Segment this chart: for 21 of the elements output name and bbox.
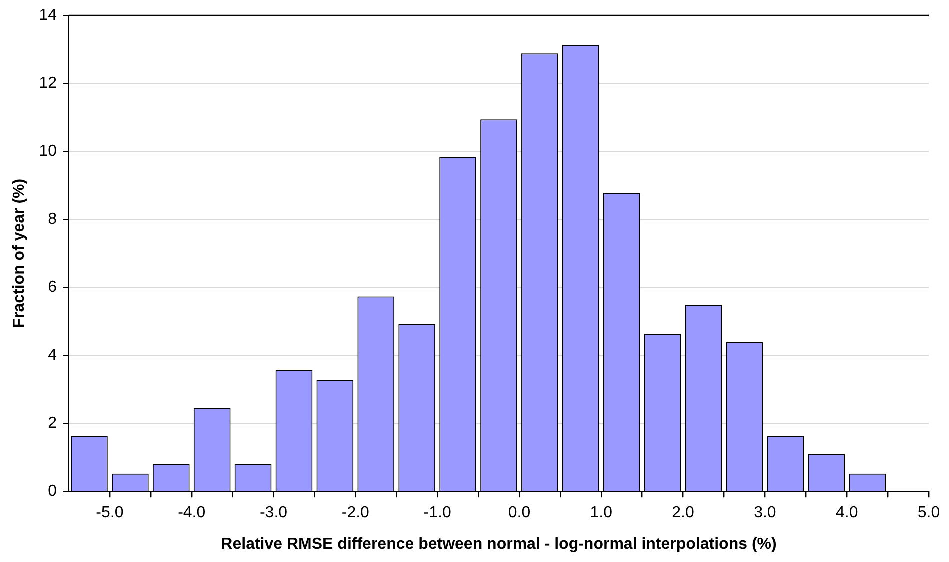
x-tick-label: 4.0 [836,504,858,522]
x-tick-label: 3.0 [754,504,776,522]
y-tick-label: 2 [48,415,58,432]
x-tick-label: 5.0 [918,504,940,522]
x-tick-label: -4.0 [178,504,206,522]
x-tick-label: 0.0 [508,504,531,522]
x-axis-title: Relative RMSE difference between normal - log-normal interpolations (%) [221,536,777,553]
y-tick-label: 10 [39,143,58,160]
y-tick-label: 4 [48,347,58,364]
x-tick-label: 1.0 [590,504,613,522]
x-tick-label: -1.0 [424,504,452,522]
y-tick-label: 12 [39,75,58,92]
y-tick-label: 6 [48,279,58,296]
y-axis-title: Fraction of year (%) [11,178,28,328]
y-tick-label: 0 [48,483,58,500]
x-tick-label: -5.0 [96,504,124,522]
y-tick-label: 14 [39,7,58,24]
x-tick-label: -3.0 [260,504,288,522]
x-tick-label: -2.0 [342,504,370,522]
x-tick-label: 2.0 [672,504,695,522]
y-tick-label: 8 [48,211,58,228]
